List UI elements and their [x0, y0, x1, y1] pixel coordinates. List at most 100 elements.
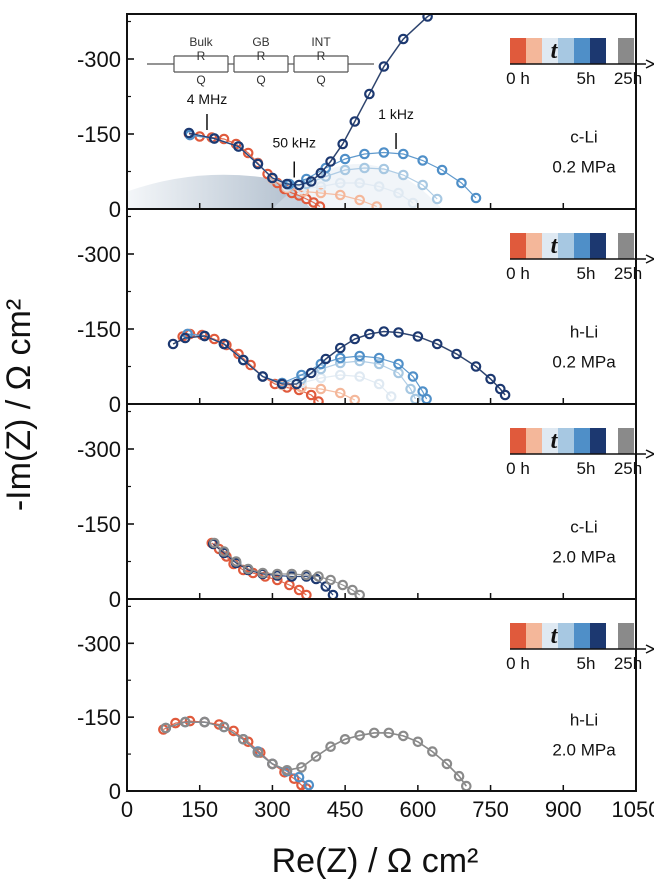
panel-material-label: c-Li: [570, 128, 597, 147]
data-point: [313, 571, 324, 582]
data-point: [310, 751, 322, 762]
legend-label-end: 25h: [614, 654, 642, 673]
legend-time-symbol: t: [551, 623, 559, 649]
x-tick-labels: 0 150 300 450 600 750 900 1050: [121, 797, 654, 822]
data-point: [354, 371, 365, 382]
y-tick-label: -300: [77, 437, 121, 462]
frequency-label: 1 kHz: [378, 106, 414, 122]
data-point: [305, 176, 317, 187]
data-point: [281, 178, 293, 190]
y-tick-label: -300: [77, 631, 121, 656]
circuit-resistor-label: R: [197, 49, 206, 63]
legend-swatch: [510, 623, 526, 649]
legend-swatch: [574, 428, 590, 454]
data-point: [354, 589, 365, 599]
time-legend: t 0 h 5h 25h: [506, 233, 654, 283]
data-point: [218, 133, 230, 145]
data-point: [315, 167, 327, 179]
data-point: [470, 361, 482, 372]
data-point: [238, 733, 249, 745]
circuit-element-name: Bulk: [189, 35, 213, 49]
data-point: [334, 352, 346, 364]
legend-label-start: 0 h: [506, 459, 530, 478]
legend-time-symbol: t: [551, 428, 559, 454]
legend-swatch: [542, 623, 558, 649]
data-point: [209, 333, 220, 345]
data-point: [364, 328, 375, 340]
data-point: [257, 371, 268, 382]
panel-pressure-label: 0.2 MPa: [552, 353, 616, 372]
data-point: [334, 342, 346, 354]
data-point: [407, 371, 419, 382]
data-point: [373, 358, 385, 370]
x-tick-label: 300: [254, 797, 291, 822]
panel-pressure-label: 2.0 MPa: [552, 548, 616, 567]
legend-label-end: 25h: [614, 264, 642, 283]
data-point: [456, 177, 467, 189]
legend-label-mid: 5h: [577, 264, 596, 283]
legend-label-mid: 5h: [577, 459, 596, 478]
data-point: [349, 116, 361, 127]
circuit-element-name: INT: [311, 35, 331, 49]
data-point: [339, 733, 351, 745]
legend-swatch: [618, 428, 634, 454]
legend-swatch: [574, 233, 590, 259]
data-point: [325, 156, 336, 167]
data-point: [238, 354, 249, 366]
data-point: [291, 378, 302, 390]
data-point: [325, 741, 336, 752]
fit-line-1: [165, 721, 467, 787]
time-legend: t 0 h 5h 25h: [506, 623, 654, 673]
panel-pressure-label: 0.2 MPa: [552, 158, 616, 177]
circuit-element: [233, 55, 289, 73]
panel-frame: [126, 598, 637, 792]
data-point: [347, 584, 358, 596]
data-point: [313, 396, 324, 404]
circuit-cpe-label: Q: [316, 73, 325, 87]
series-5h: [183, 0, 460, 191]
data-point: [315, 363, 327, 375]
series-line: [188, 14, 433, 186]
data-point: [167, 338, 179, 350]
data-point: [453, 770, 465, 782]
legend-label-start: 0 h: [506, 654, 530, 673]
legend-swatch: [542, 38, 558, 64]
data-point: [452, 0, 460, 3]
data-point: [431, 338, 443, 350]
x-tick-label: 900: [545, 797, 582, 822]
data-point: [179, 716, 191, 728]
data-point: [470, 192, 482, 204]
legend-label-end: 25h: [614, 459, 642, 478]
series-25h: [160, 716, 472, 791]
data-point: [373, 352, 385, 364]
panel-1: 0 -150 -300 c-Li 0.2 MPa t 0 h 5h 25h 4 MHz 50 kHz…: [77, 0, 654, 222]
data-point: [431, 193, 443, 205]
time-legend: t 0 h 5h 25h: [506, 38, 654, 88]
x-tick-label: 150: [181, 797, 218, 822]
legend-swatch: [618, 38, 634, 64]
data-point: [315, 181, 327, 192]
legend-swatch: [558, 623, 574, 649]
data-point: [252, 158, 264, 170]
data-point: [252, 747, 264, 758]
data-point: [286, 568, 298, 580]
circuit-resistor-label: R: [257, 49, 266, 63]
data-point: [397, 148, 409, 160]
y-tick-label: -150: [77, 317, 121, 342]
data-point: [373, 378, 385, 390]
time-legend: t 0 h 5h 25h: [506, 428, 654, 478]
data-point: [417, 155, 428, 166]
x-tick-label: 600: [399, 797, 436, 822]
frequency-label: 4 MHz: [187, 91, 227, 107]
data-point: [359, 162, 370, 174]
legend-swatch: [558, 428, 574, 454]
data-point: [451, 348, 462, 360]
data-point: [242, 563, 254, 575]
data-point: [325, 574, 336, 586]
data-point: [364, 88, 375, 100]
data-point: [209, 133, 220, 144]
legend-swatch: [618, 233, 634, 259]
legend-swatch: [542, 428, 558, 454]
data-point: [271, 568, 283, 580]
